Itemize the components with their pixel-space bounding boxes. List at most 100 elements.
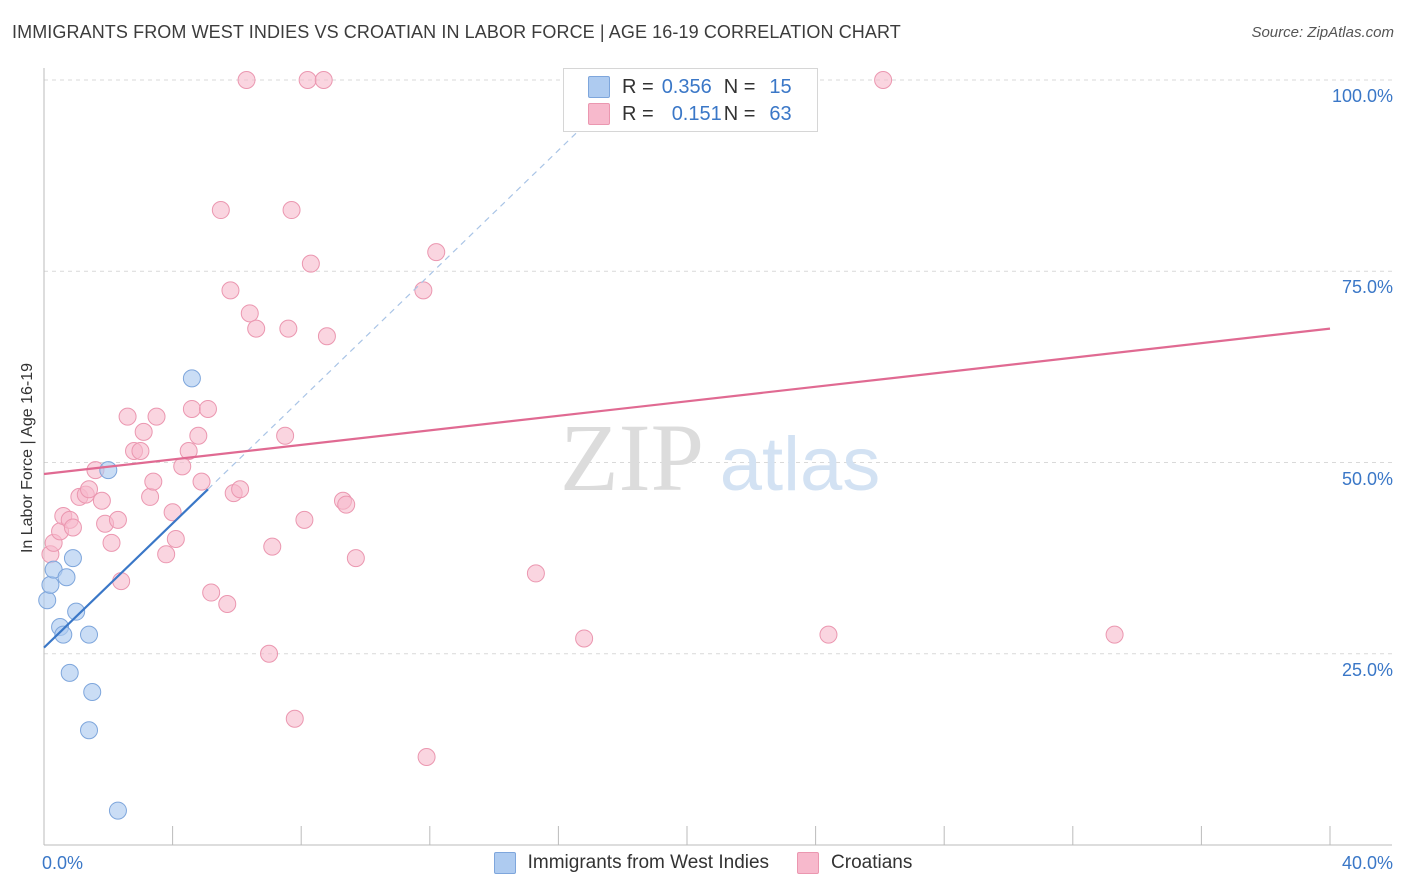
- y-tick-label: 50.0%: [1341, 468, 1393, 489]
- west-indies-point: [63, 549, 82, 568]
- croatians-trendline: [43, 327, 1331, 476]
- legend-r-value: 0.151: [671, 102, 722, 125]
- croatians-point: [276, 426, 295, 445]
- croatians-point: [427, 243, 446, 262]
- croatians-point: [202, 583, 221, 602]
- west-indies-points: [38, 369, 201, 820]
- croatians-point: [102, 533, 121, 552]
- west-indies-point: [41, 575, 60, 594]
- croatians-point: [189, 426, 208, 445]
- legend-n-label: N =: [723, 75, 756, 98]
- croatians-points: [41, 71, 1124, 767]
- croatians-point: [118, 407, 137, 426]
- legend-r-label: R =: [622, 102, 654, 125]
- west-indies-point: [108, 801, 127, 820]
- croatians-point: [163, 503, 182, 522]
- croatians-point: [198, 399, 217, 418]
- legend-swatch-pink: [588, 103, 610, 125]
- croatians-point: [134, 422, 153, 441]
- croatians-point: [575, 629, 594, 648]
- croatians-point: [285, 709, 304, 728]
- croatians-point: [819, 625, 838, 644]
- legend-label-west-indies: Immigrants from West Indies: [527, 852, 770, 873]
- croatians-point: [112, 572, 131, 591]
- croatians-point: [179, 442, 198, 461]
- west-indies-point: [80, 625, 99, 644]
- watermark-atlas: atlas: [720, 422, 881, 507]
- legend-label-croatians: Croatians: [831, 852, 913, 873]
- series-legend: Immigrants from West Indies Croatians: [0, 852, 1406, 874]
- croatians-point: [80, 480, 99, 499]
- croatians-point: [314, 71, 333, 89]
- croatians-point: [279, 319, 298, 338]
- croatians-point: [63, 518, 82, 537]
- croatians-point: [166, 530, 185, 548]
- croatians-point: [144, 472, 163, 491]
- croatians-point: [240, 304, 259, 323]
- x-tick-label-left: 0.0%: [42, 853, 84, 873]
- watermark: ZIP atlas: [560, 404, 880, 511]
- croatians-point: [221, 281, 240, 300]
- legend-item-west-indies[interactable]: Immigrants from West Indies: [493, 852, 770, 874]
- west-indies-point: [54, 625, 73, 644]
- croatians-point: [182, 399, 201, 418]
- croatians-point: [147, 407, 166, 426]
- west-indies-point: [60, 663, 79, 682]
- croatians-point: [173, 457, 192, 476]
- chart-title: IMMIGRANTS FROM WEST INDIES VS CROATIAN …: [12, 22, 901, 42]
- croatians-point: [211, 201, 230, 220]
- croatians-point: [92, 491, 111, 510]
- west-indies-trend-extension: [207, 106, 604, 490]
- croatians-point: [417, 748, 436, 767]
- west-indies-point: [38, 591, 57, 610]
- legend-r-label: R =: [622, 75, 654, 98]
- croatians-point: [346, 549, 365, 568]
- west-indies-point: [80, 721, 99, 740]
- x-tick-label-right: 40.0%: [1341, 853, 1393, 873]
- west-indies-point: [83, 683, 102, 701]
- source-credit: Source: ZipAtlas.com: [1251, 24, 1394, 41]
- watermark-zip: ZIP: [560, 404, 704, 511]
- croatians-point: [192, 472, 211, 491]
- legend-swatch-blue: [588, 76, 610, 98]
- croatians-point: [317, 327, 336, 346]
- croatians-point: [298, 71, 317, 89]
- y-tick-label: 75.0%: [1341, 277, 1393, 298]
- legend-row-west-indies: R = 0.356 N = 15: [588, 75, 792, 99]
- croatians-point: [301, 254, 320, 273]
- legend-swatch-pink: [797, 852, 820, 874]
- croatians-point: [237, 71, 256, 89]
- correlation-legend: R = 0.356 N = 15 R = 0.151 N = 63: [563, 68, 818, 132]
- legend-r-value: 0.356: [661, 75, 712, 98]
- west-indies-point: [57, 568, 76, 587]
- croatians-point: [337, 495, 356, 514]
- y-tick-label: 25.0%: [1341, 659, 1393, 680]
- west-indies-point: [182, 369, 201, 388]
- croatians-point: [218, 595, 237, 614]
- croatians-point: [874, 71, 893, 89]
- legend-n-label: N =: [723, 102, 756, 125]
- croatians-point: [263, 537, 282, 556]
- croatians-point: [141, 487, 160, 506]
- legend-row-croatians: R = 0.151 N = 63: [588, 102, 792, 126]
- croatians-point: [1105, 625, 1124, 644]
- y-axis-title: In Labor Force | Age 16-19: [19, 362, 36, 554]
- croatians-point: [414, 281, 433, 300]
- legend-swatch-blue: [493, 852, 516, 874]
- trendlines: [43, 106, 1331, 649]
- croatians-point: [247, 319, 266, 338]
- croatians-point: [260, 644, 279, 663]
- west-indies-point: [67, 602, 86, 621]
- axes: [43, 68, 1392, 846]
- croatians-point: [295, 510, 314, 529]
- legend-item-croatians[interactable]: Croatians: [797, 852, 912, 874]
- west-indies-trendline: [43, 488, 209, 649]
- croatians-point: [526, 564, 545, 583]
- west-indies-point: [99, 461, 118, 480]
- croatians-point: [282, 201, 301, 220]
- y-tick-label: 100.0%: [1331, 86, 1393, 106]
- legend-n-value: 15: [769, 75, 792, 98]
- gridlines: [44, 79, 1392, 655]
- croatians-point: [157, 545, 176, 564]
